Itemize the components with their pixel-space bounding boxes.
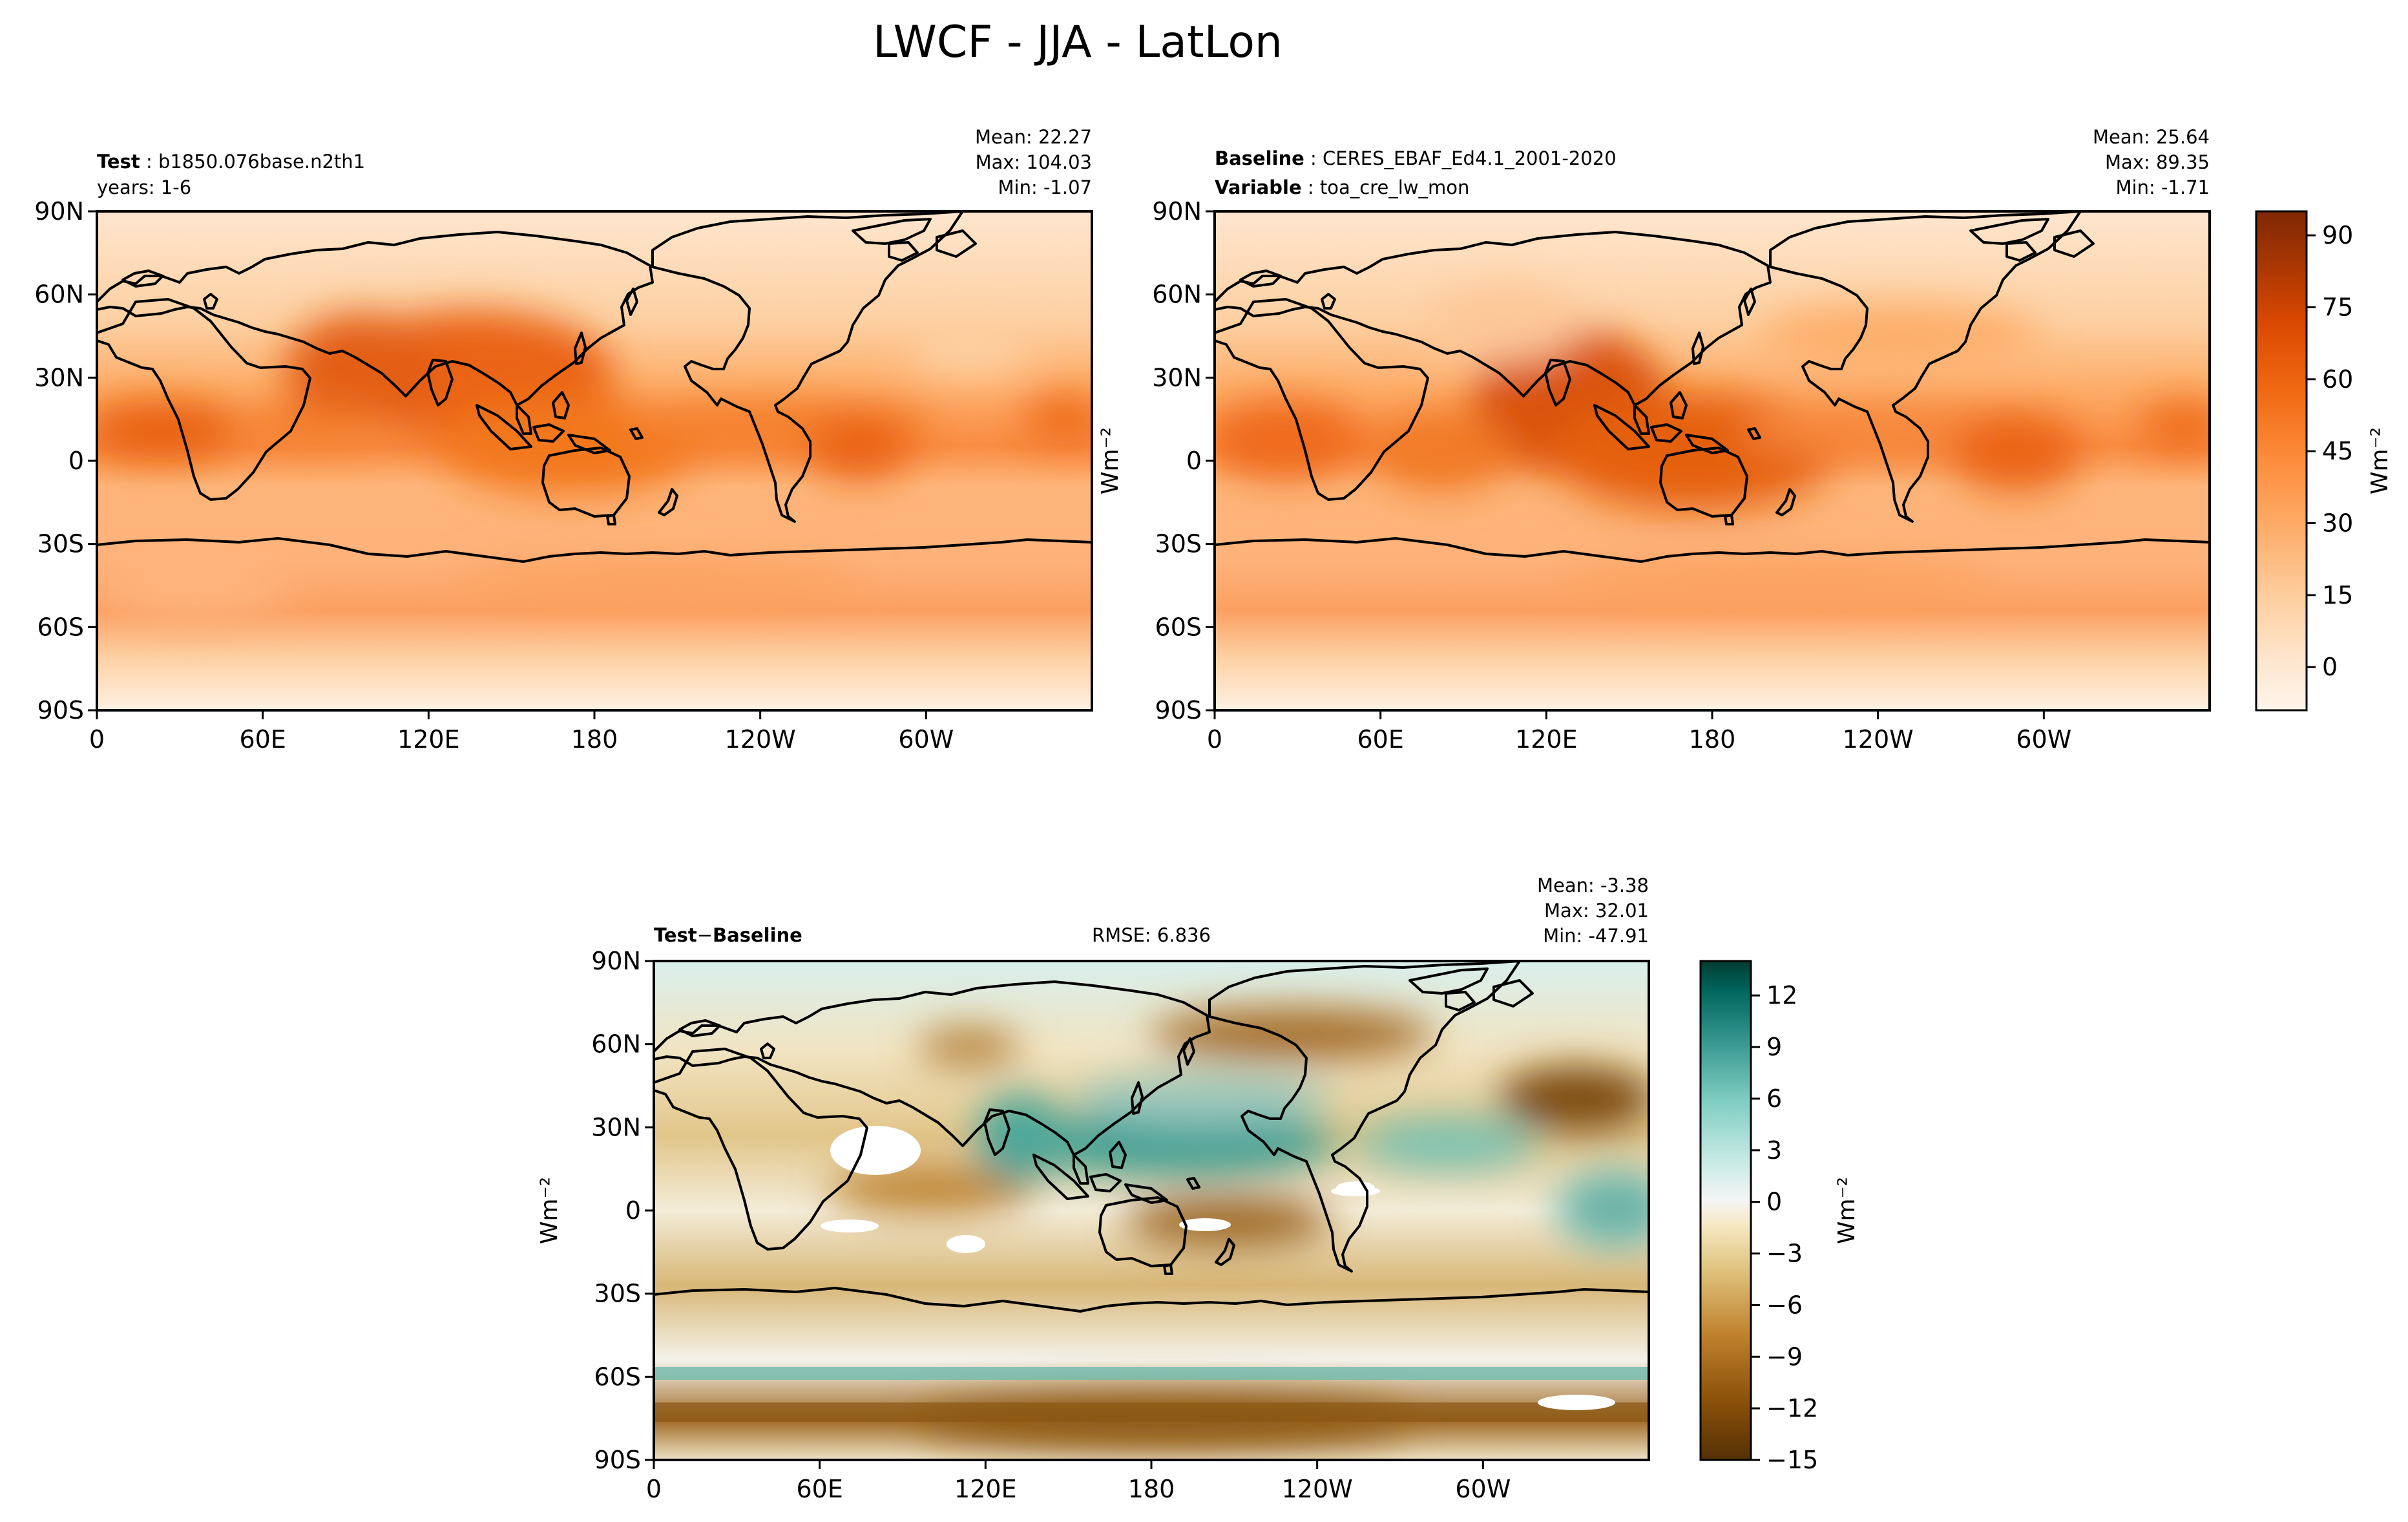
lon-tick-label: 60W (898, 725, 954, 754)
lat-tick-label: 60S (37, 613, 84, 641)
colorbar-tick-label: 0 (1766, 1188, 1782, 1216)
lon-tick-label: 120E (1515, 725, 1578, 754)
baseline-min: Min: -1.71 (2116, 176, 2210, 198)
colorbar-tick-label: 45 (2322, 437, 2353, 465)
test-years: years: 1-6 (97, 176, 191, 198)
test-field (97, 211, 1092, 710)
diff-ylabel: Wm⁻² (536, 1177, 563, 1244)
colorbar-bottom: 12 9 6 3 0 −3 −6 −9 −12 −15 Wm⁻² (1699, 960, 1860, 1474)
lat-tick-label: 90N (591, 947, 641, 975)
colorbar-tick-label: −3 (1766, 1240, 1803, 1268)
colorbar-top: 90 75 60 45 30 15 0 Wm⁻² (2255, 210, 2393, 712)
panel-diff: Test−Baseline RMSE: 6.836 Mean: -3.38 Ma… (536, 874, 1650, 1503)
lat-tick-label: 60N (1152, 280, 1202, 309)
lon-tick-label: 60E (1357, 725, 1403, 754)
lon-tick-label: 120W (1282, 1475, 1353, 1503)
test-min: Min: -1.07 (998, 176, 1092, 198)
lat-tick-label: 90S (1155, 696, 1202, 724)
lat-tick-label: 60S (594, 1362, 641, 1391)
lon-tick-label: 0 (89, 725, 105, 754)
colorbar-tick-label: 90 (2322, 221, 2353, 249)
lat-tick-label: 30N (34, 363, 84, 392)
colorbar-tick-label: −12 (1766, 1394, 1818, 1422)
colorbar-tick-label: 15 (2322, 581, 2353, 609)
lon-tick-label: 60E (239, 725, 286, 754)
colorbar-top-bar (2255, 210, 2308, 712)
lat-tick-label: 30S (1155, 530, 1202, 558)
diff-rmse: RMSE: 6.836 (1092, 924, 1211, 946)
lon-tick-label: 180 (571, 725, 618, 754)
lat-tick-label: 0 (68, 447, 84, 475)
lon-tick-label: 120W (725, 725, 796, 754)
lat-tick-label: 90N (1152, 197, 1202, 226)
lat-tick-label: 90N (34, 197, 84, 226)
colorbar-tick-label: −9 (1766, 1342, 1803, 1371)
baseline-variable: Variable : toa_cre_lw_mon (1215, 176, 1469, 198)
baseline-label: Baseline : CERES_EBAF_Ed4.1_2001-2020 (1215, 147, 1617, 169)
lon-tick-label: 60W (1455, 1475, 1511, 1503)
diff-min: Min: -47.91 (1543, 925, 1649, 947)
colorbar-top-ticks: 90 75 60 45 30 15 0 (2307, 221, 2353, 681)
colorbar-tick-label: 6 (1766, 1084, 1782, 1113)
colorbar-tick-label: −15 (1766, 1446, 1818, 1474)
lon-tick-label: 0 (646, 1475, 662, 1503)
lat-tick-label: 0 (625, 1196, 641, 1225)
colorbar-tick-label: 3 (1766, 1136, 1782, 1165)
baseline-mean: Mean: 25.64 (2093, 126, 2210, 148)
diff-mean: Mean: -3.38 (1537, 874, 1649, 896)
baseline-field (1215, 211, 2210, 710)
lat-tick-label: 60S (1155, 613, 1202, 641)
lon-tick-label: 60E (796, 1475, 843, 1503)
lon-tick-label: 180 (1689, 725, 1736, 754)
colorbar-tick-label: 0 (2322, 653, 2338, 681)
lat-tick-label: 30N (1152, 363, 1202, 392)
colorbar-tick-label: −6 (1766, 1291, 1803, 1319)
lon-tick-label: 120E (954, 1475, 1017, 1503)
colorbar-top-units: Wm⁻² (2367, 427, 2393, 494)
lon-tick-label: 120W (1843, 725, 1914, 754)
baseline-max: Max: 89.35 (2105, 151, 2210, 173)
colorbar-tick-label: 30 (2322, 509, 2353, 538)
colorbar-bottom-bar (1699, 960, 1752, 1461)
lat-tick-label: 30N (591, 1113, 641, 1141)
lat-tick-label: 90S (594, 1446, 641, 1474)
colorbar-bottom-ticks: 12 9 6 3 0 −3 −6 −9 −12 −15 (1751, 981, 1818, 1474)
lon-tick-label: 180 (1128, 1475, 1175, 1503)
panel-baseline: Baseline : CERES_EBAF_Ed4.1_2001-2020 Va… (1152, 126, 2211, 754)
diff-max: Max: 32.01 (1544, 900, 1649, 922)
test-ylabel: Wm⁻² (1097, 427, 1124, 494)
lat-tick-label: 30S (594, 1280, 641, 1308)
test-max: Max: 104.03 (976, 151, 1092, 173)
lat-tick-label: 90S (37, 696, 84, 724)
colorbar-tick-label: 12 (1766, 981, 1797, 1009)
colorbar-tick-label: 9 (1766, 1033, 1782, 1061)
lat-tick-label: 60N (34, 280, 84, 309)
lat-tick-label: 30S (37, 530, 84, 558)
panel-test: Test : b1850.076base.n2th1 years: 1-6 Me… (34, 126, 1124, 754)
lon-tick-label: 0 (1207, 725, 1222, 754)
test-mean: Mean: 22.27 (975, 126, 1092, 148)
lon-tick-label: 60W (2016, 725, 2071, 754)
colorbar-tick-label: 60 (2322, 365, 2353, 394)
colorbar-bottom-units: Wm⁻² (1834, 1177, 1860, 1244)
colorbar-tick-label: 75 (2322, 293, 2353, 321)
diff-field (654, 961, 1649, 1460)
lat-tick-label: 60N (591, 1030, 641, 1059)
lon-tick-label: 120E (397, 725, 460, 754)
test-label: Test : b1850.076base.n2th1 (97, 151, 365, 173)
figure-title: LWCF - JJA - LatLon (873, 17, 1283, 68)
diff-label: Test−Baseline (654, 924, 802, 946)
lat-tick-label: 0 (1186, 447, 1202, 475)
